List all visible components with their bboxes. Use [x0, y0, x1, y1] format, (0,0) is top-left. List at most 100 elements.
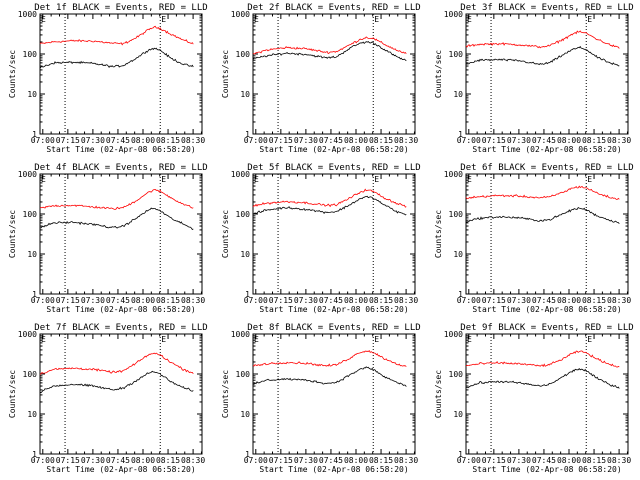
y-tick-label: 1000: [231, 10, 250, 19]
x-tick-label: 08:00: [557, 136, 581, 145]
x-tick-label: 07:45: [106, 296, 130, 305]
x-tick-label: 07:30: [81, 296, 105, 305]
y-axis-label: Counts/sec: [221, 50, 230, 98]
x-tick-label: 08:30: [607, 456, 631, 465]
x-tick-label: 08:00: [131, 456, 155, 465]
x-tick-label: 07:45: [319, 456, 343, 465]
x-tick-label: 07:30: [507, 296, 531, 305]
panel-title: Det 3f BLACK = Events, RED = LLD: [460, 3, 633, 13]
panel-title: Det 6f BLACK = Events, RED = LLD: [460, 163, 633, 173]
y-tick-label: 10: [240, 90, 250, 99]
x-axis-label: Start Time (02-Apr-08 06:58:20): [46, 465, 195, 474]
panel-8: Det 8f BLACK = Events, RED = LLD 1 10 100 10…: [221, 323, 421, 474]
x-tick-label: 07:45: [532, 296, 556, 305]
x-tick-label: 07:30: [81, 136, 105, 145]
y-tick-label: 100: [449, 50, 464, 59]
y-tick-label: 10: [240, 410, 250, 419]
x-tick-label: 08:30: [181, 136, 205, 145]
x-tick-label: 07:00: [244, 296, 268, 305]
red-lld-series: [39, 352, 194, 375]
marker-letter: E: [161, 335, 166, 344]
y-tick-label: 1: [32, 130, 37, 139]
marker-letter: E: [587, 175, 592, 184]
red-lld-series: [252, 188, 407, 208]
x-tick-label: 08:15: [582, 136, 606, 145]
plot-frame: [465, 13, 629, 135]
y-axis-label: Counts/sec: [221, 210, 230, 258]
x-tick-label: 07:15: [269, 296, 293, 305]
y-tick-label: 100: [23, 210, 38, 219]
black-events-series: [465, 367, 620, 389]
y-tick-label: 100: [449, 210, 464, 219]
x-tick-label: 07:30: [81, 456, 105, 465]
x-tick-label: 08:00: [344, 296, 368, 305]
x-tick-label: 07:45: [532, 456, 556, 465]
marker-letter: E: [374, 175, 379, 184]
x-tick-label: 08:15: [582, 456, 606, 465]
panel-title: Det 4f BLACK = Events, RED = LLD: [34, 163, 207, 173]
x-tick-label: 07:15: [269, 456, 293, 465]
x-tick-label: 07:45: [319, 136, 343, 145]
y-tick-label: 100: [23, 50, 38, 59]
red-lld-series: [252, 349, 407, 367]
panel-title: Det 1f BLACK = Events, RED = LLD: [34, 3, 207, 13]
black-events-series: [39, 370, 194, 394]
marker-letter: E: [41, 335, 46, 344]
x-axis-label: Start Time (02-Apr-08 06:58:20): [259, 145, 408, 154]
x-tick-label: 08:15: [156, 296, 180, 305]
y-axis-label: Counts/sec: [434, 370, 443, 418]
y-tick-label: 1000: [444, 330, 463, 339]
panel-2: Det 2f BLACK = Events, RED = LLD 1 10 100 10…: [221, 3, 421, 154]
x-tick-label: 07:15: [482, 456, 506, 465]
x-axis-label: Start Time (02-Apr-08 06:58:20): [46, 145, 195, 154]
x-tick-label: 07:00: [31, 136, 55, 145]
x-tick-label: 08:30: [607, 136, 631, 145]
black-events-series: [465, 206, 620, 225]
marker-letter: E: [254, 335, 259, 344]
plot-frame: [39, 333, 203, 455]
marker-letter: E: [161, 175, 166, 184]
x-tick-label: 08:15: [369, 136, 393, 145]
x-tick-label: 07:15: [56, 296, 80, 305]
x-tick-label: 08:30: [394, 136, 418, 145]
x-tick-label: 07:15: [56, 136, 80, 145]
y-tick-label: 1000: [444, 10, 463, 19]
plot-frame: [252, 333, 416, 455]
y-tick-label: 1: [245, 130, 250, 139]
x-axis-label: Start Time (02-Apr-08 06:58:20): [472, 305, 621, 314]
y-tick-label: 100: [23, 370, 38, 379]
panel-9: Det 9f BLACK = Events, RED = LLD 1 10 100 10…: [434, 323, 634, 474]
plot-frame: [252, 173, 416, 295]
x-tick-label: 07:00: [244, 136, 268, 145]
marker-letter: E: [374, 335, 379, 344]
panel-title: Det 8f BLACK = Events, RED = LLD: [247, 323, 420, 333]
black-events-series: [465, 45, 620, 67]
y-tick-label: 10: [27, 410, 37, 419]
x-tick-label: 08:15: [156, 456, 180, 465]
y-tick-label: 100: [236, 50, 251, 59]
x-axis-label: Start Time (02-Apr-08 06:58:20): [259, 305, 408, 314]
y-axis-label: Counts/sec: [8, 370, 17, 418]
panel-title: Det 9f BLACK = Events, RED = LLD: [460, 323, 633, 333]
x-tick-label: 08:30: [181, 456, 205, 465]
x-tick-label: 07:30: [294, 456, 318, 465]
plot-frame: [252, 13, 416, 135]
x-tick-label: 07:00: [457, 456, 481, 465]
y-tick-label: 10: [240, 250, 250, 259]
plot-frame: [39, 13, 203, 135]
panel-title: Det 2f BLACK = Events, RED = LLD: [247, 3, 420, 13]
y-tick-label: 1: [458, 130, 463, 139]
y-axis-label: Counts/sec: [8, 210, 17, 258]
y-tick-label: 1: [245, 290, 250, 299]
red-lld-series: [39, 25, 194, 46]
marker-letter: E: [161, 15, 166, 24]
y-axis-label: Counts/sec: [434, 210, 443, 258]
x-tick-label: 07:45: [106, 456, 130, 465]
y-axis-label: Counts/sec: [434, 50, 443, 98]
black-events-series: [39, 47, 194, 69]
x-tick-label: 07:45: [106, 136, 130, 145]
panel-4: Det 4f BLACK = Events, RED = LLD 1 10 100 10…: [8, 163, 208, 314]
black-events-series: [40, 207, 194, 231]
panel-3: Det 3f BLACK = Events, RED = LLD 1 10 100 10…: [434, 3, 634, 154]
